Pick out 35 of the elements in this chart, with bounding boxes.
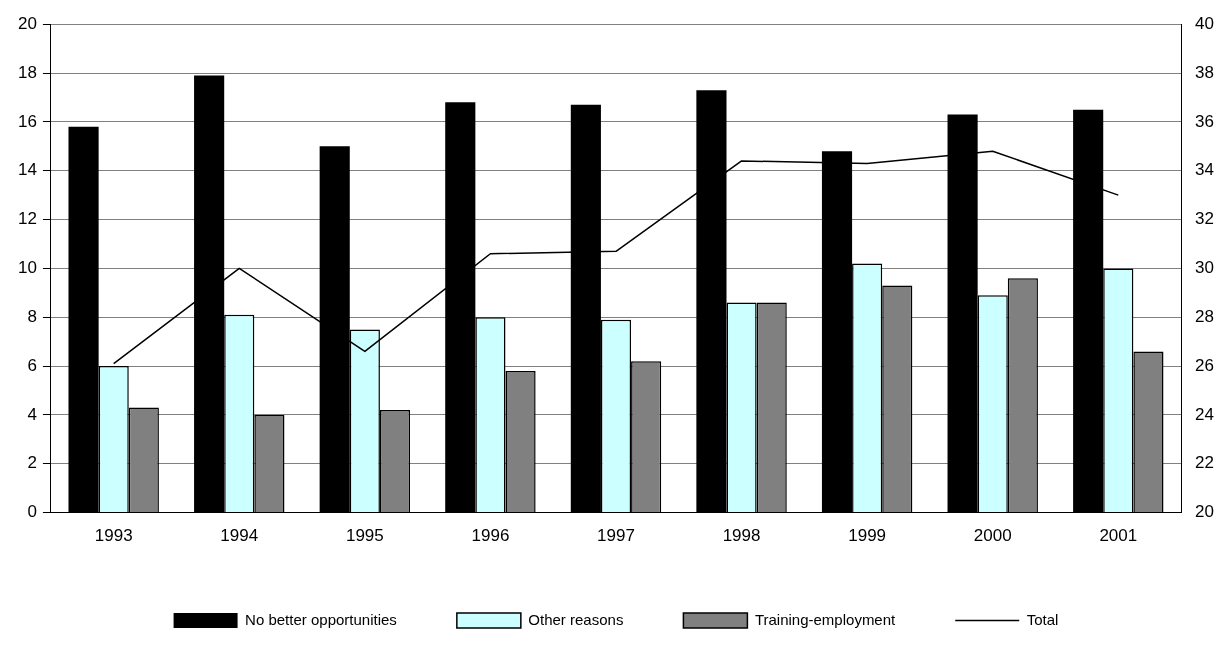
legend-label: Training-employment <box>754 610 897 628</box>
y2-tick-label: 24 <box>1195 404 1215 424</box>
x-tick-label: 1995 <box>345 526 384 546</box>
y2-tick-label: 26 <box>1195 355 1215 375</box>
y2-tick-label: 22 <box>1195 453 1215 473</box>
x-tick-label: 1993 <box>94 526 133 546</box>
y-tick-label: 10 <box>17 258 37 278</box>
y-tick-label: 2 <box>27 453 37 473</box>
y2-tick-label: 28 <box>1195 306 1215 326</box>
x-tick-label: 1997 <box>597 526 635 546</box>
y2-tick-label: 30 <box>1195 258 1215 278</box>
y-tick-label: 16 <box>17 111 37 131</box>
legend-label: No better opportunities <box>245 610 397 628</box>
y2-tick-label: 20 <box>1195 502 1215 522</box>
x-tick-label: 2001 <box>1099 526 1138 546</box>
y-tick-label: 6 <box>27 355 37 375</box>
x-tick-label: 2000 <box>973 526 1012 546</box>
x-tick-label: 1999 <box>848 526 887 546</box>
y-tick-label: 8 <box>27 306 37 326</box>
legend-label: Other reasons <box>528 610 624 628</box>
y-tick-label: 4 <box>27 404 37 424</box>
y-tick-label: 0 <box>27 502 37 522</box>
y-tick-label: 14 <box>17 160 37 180</box>
y2-tick-label: 34 <box>1195 160 1215 180</box>
y2-tick-label: 38 <box>1195 62 1215 82</box>
x-tick-label: 1998 <box>722 526 761 546</box>
y-tick-label: 20 <box>17 13 37 33</box>
y2-tick-label: 32 <box>1195 209 1215 229</box>
legend-label: Total <box>1026 610 1059 628</box>
y2-tick-label: 40 <box>1195 13 1215 33</box>
x-tick-label: 1996 <box>471 526 510 546</box>
y-tick-label: 12 <box>17 209 37 229</box>
y-tick-label: 18 <box>17 62 37 82</box>
x-tick-label: 1994 <box>220 526 259 546</box>
y2-tick-label: 36 <box>1195 111 1215 131</box>
